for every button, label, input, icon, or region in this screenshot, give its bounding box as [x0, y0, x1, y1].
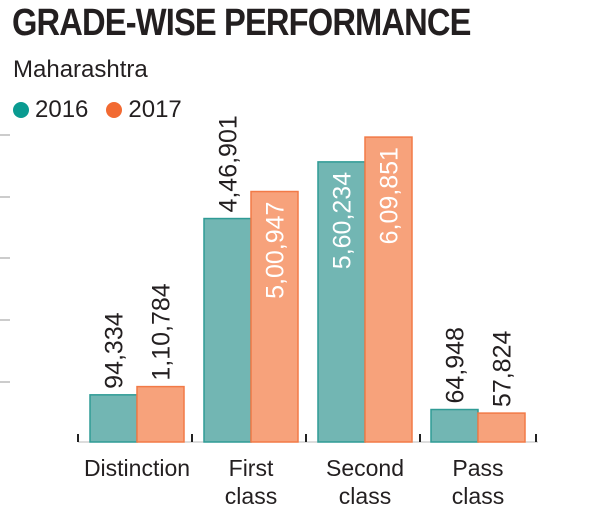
bar-2016-3 — [430, 408, 479, 443]
data-label-2017-2: 6,09,851 — [376, 147, 404, 244]
data-label-2017-1: 5,00,947 — [262, 202, 290, 299]
data-label-2016-3: 64,948 — [442, 327, 470, 403]
data-label-2016-0: 94,334 — [101, 312, 129, 389]
x-tick-label-0: Distinction — [84, 455, 190, 481]
legend: 2016 2017 — [13, 96, 200, 124]
bar-2016-1 — [203, 217, 252, 443]
legend-label-2016: 2016 — [35, 96, 89, 123]
bar-2017-1 — [250, 190, 299, 443]
legend-item-2017: 2017 — [106, 96, 182, 124]
chart-title: GRADE-WISE PERFORMANCE — [12, 2, 471, 44]
chart-subtitle: Maharashtra — [13, 56, 148, 83]
data-label-2017-0: 1,10,784 — [148, 283, 176, 380]
bar-2017-0 — [136, 385, 185, 443]
data-label-2016-1: 4,46,901 — [215, 115, 243, 212]
bar-2017-3 — [477, 412, 526, 443]
legend-item-2016: 2016 — [13, 96, 88, 124]
bar-2016-2 — [317, 161, 366, 443]
x-tick-label-2: Second class — [326, 455, 404, 509]
bar-2017-2 — [364, 136, 413, 443]
legend-swatch-2017 — [106, 102, 123, 118]
data-label-2017-3: 57,824 — [489, 331, 517, 408]
x-tick-label-1: First class — [225, 455, 277, 509]
legend-label-2017: 2017 — [128, 96, 182, 123]
data-label-2016-2: 5,60,234 — [329, 172, 357, 269]
x-tick-label-3: Pass class — [452, 455, 504, 509]
bar-2016-0 — [89, 394, 138, 443]
legend-swatch-2016 — [13, 102, 29, 118]
